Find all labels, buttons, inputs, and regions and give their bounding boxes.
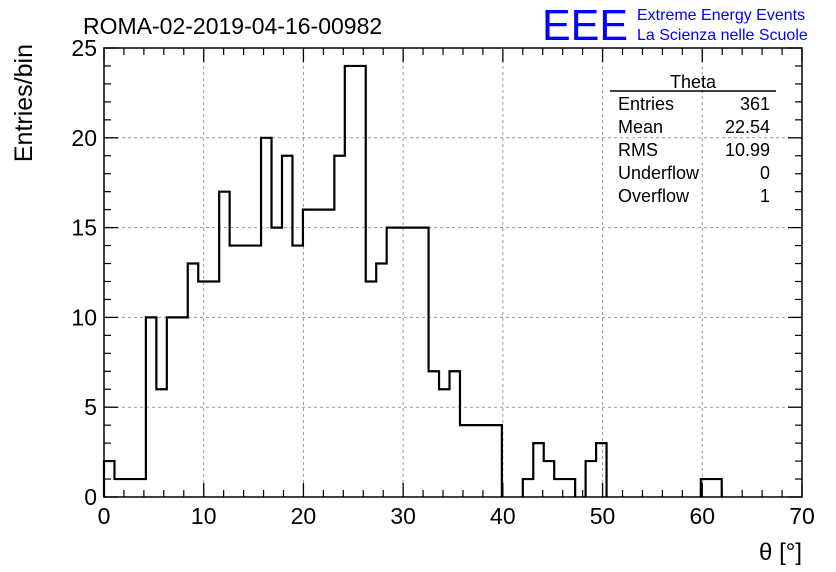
- histogram-bin: [272, 228, 282, 497]
- y-tick-label: 15: [71, 215, 97, 241]
- histogram-bin: [376, 264, 386, 497]
- stats-title: Theta: [670, 72, 717, 92]
- stats-row-value: 1: [760, 186, 770, 206]
- x-tick-labels: 0 10 20 30 40 50 60 70: [98, 503, 815, 529]
- x-tick-label: 40: [490, 503, 516, 529]
- histogram-bin: [292, 246, 302, 497]
- histogram-bin: [491, 425, 501, 497]
- histogram-bin: [366, 281, 376, 497]
- y-tick-label: 10: [71, 304, 97, 330]
- stats-rows: Entries 361 Mean 22.54 RMS 10.99 Underflow 0 Ove…: [618, 94, 770, 206]
- y-tick-label: 25: [71, 35, 97, 61]
- histogram-bin: [460, 425, 470, 497]
- histogram-bin: [565, 479, 575, 497]
- logo-mark: EEE: [542, 1, 628, 50]
- histogram-bin: [408, 228, 418, 497]
- histogram-bin: [439, 389, 449, 497]
- y-tick-labels: 0 5 10 15 20 25: [71, 35, 97, 510]
- y-tick-label: 0: [84, 484, 97, 510]
- stats-row-value: 0: [760, 163, 770, 183]
- axis-ticks: [103, 47, 803, 498]
- histogram-outline: [102, 64, 723, 497]
- histogram-bin: [544, 461, 554, 497]
- stats-row-value: 22.54: [725, 117, 770, 137]
- stats-box: Theta Entries 361 Mean 22.54 RMS 10.99 Underfl…: [610, 72, 776, 206]
- histogram-bin: [387, 228, 397, 497]
- logo-line-2: La Scienza nelle Scuole: [637, 27, 808, 44]
- histogram-bin: [188, 264, 198, 497]
- histogram-bin: [313, 210, 323, 497]
- histogram-bin: [156, 389, 166, 497]
- stats-row-value: 10.99: [725, 140, 770, 160]
- x-tick-label: 20: [291, 503, 317, 529]
- histogram-bin: [219, 192, 229, 497]
- histogram-bin: [450, 371, 460, 497]
- histogram-bin: [523, 479, 533, 497]
- histogram-bin: [209, 281, 219, 497]
- histogram-bin: [240, 246, 250, 497]
- histogram-bin: [282, 156, 292, 497]
- histogram-bin: [251, 246, 261, 497]
- logo-line-1: Extreme Energy Events: [637, 7, 805, 24]
- histogram-bin: [355, 66, 365, 497]
- histogram-bin: [125, 479, 135, 497]
- stats-row-label: Entries: [618, 94, 674, 114]
- histogram-bin: [334, 156, 344, 497]
- y-axis-label: Entries/bin: [10, 44, 38, 162]
- histogram-bin: [533, 443, 543, 497]
- histogram-bin: [711, 479, 721, 497]
- eee-logo: EEE Extreme Energy Events La Scienza nel…: [542, 1, 808, 50]
- histogram-bin: [397, 228, 407, 497]
- histogram-bin: [324, 210, 334, 497]
- stats-row-value: 361: [740, 94, 770, 114]
- x-tick-label: 60: [689, 503, 715, 529]
- stats-row-label: Mean: [618, 117, 663, 137]
- histogram-bin: [596, 443, 606, 497]
- x-tick-label: 50: [590, 503, 616, 529]
- histogram-bin: [429, 371, 439, 497]
- histogram-bin: [586, 461, 596, 497]
- stats-row-label: RMS: [618, 140, 658, 160]
- chart-title: ROMA-02-2019-04-16-00982: [83, 13, 382, 39]
- histogram-bin: [230, 246, 240, 497]
- histogram-bin: [470, 425, 480, 497]
- histogram-bin: [303, 210, 313, 497]
- x-tick-label: 30: [390, 503, 416, 529]
- histogram-bin: [481, 425, 491, 497]
- plot-frame: [103, 47, 803, 498]
- x-tick-label: 10: [191, 503, 217, 529]
- x-tick-label: 0: [98, 503, 111, 529]
- histogram-bin: [345, 66, 355, 497]
- x-axis-label: θ [°]: [759, 539, 802, 566]
- y-tick-label: 5: [84, 394, 97, 420]
- histogram-bin: [418, 228, 428, 497]
- stats-row-label: Overflow: [618, 186, 690, 206]
- x-tick-label: 70: [789, 503, 815, 529]
- y-tick-label: 20: [71, 125, 97, 151]
- grid-lines: [104, 48, 802, 497]
- stats-row-label: Underflow: [618, 163, 700, 183]
